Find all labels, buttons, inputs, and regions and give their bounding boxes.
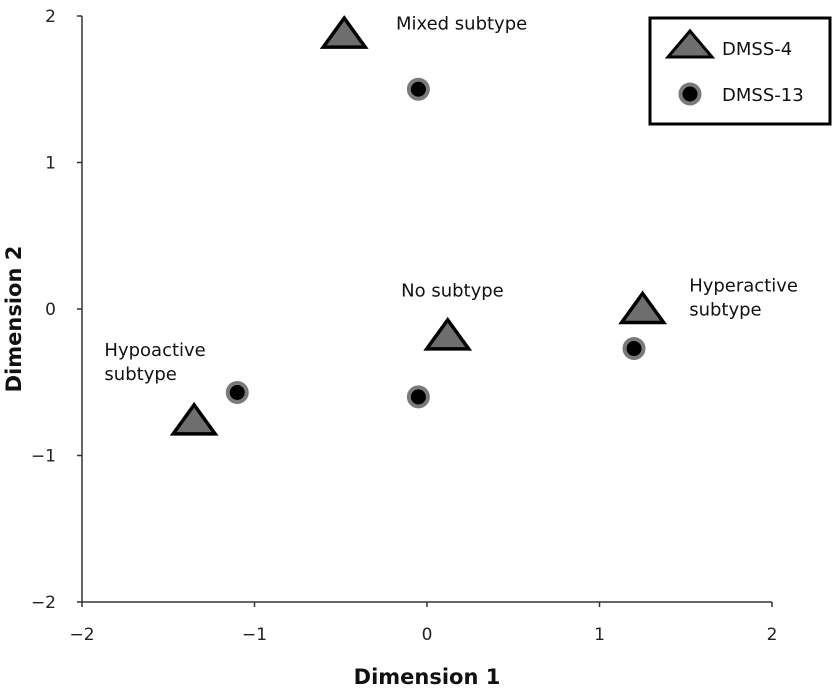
y-tick-label: 1 (45, 154, 56, 174)
legend: DMSS-4 DMSS-13 (648, 16, 832, 126)
data-marks (169, 15, 668, 436)
y-tick-label: −1 (31, 447, 56, 467)
annotation-line: Hyperactive (689, 275, 798, 296)
legend-box (648, 16, 832, 126)
annotation-line: subtype (689, 299, 761, 320)
point-dmss-4 (618, 290, 668, 325)
point-dmss-4 (169, 401, 219, 436)
legend-label-dmss-4: DMSS-4 (722, 39, 792, 60)
annotation-line: Hypoactive (104, 340, 205, 361)
annotation: Hypoactive subtype (104, 340, 205, 385)
annotation-line: No subtype (401, 280, 504, 301)
x-tick-label: 2 (767, 625, 778, 645)
point-dmss-13 (225, 381, 249, 405)
point-dmss-13 (406, 385, 430, 409)
y-tick-label: −2 (31, 593, 56, 613)
annotation: Hyperactive subtype (689, 275, 798, 320)
y-axis-title: Dimension 2 (2, 246, 26, 393)
annotation-line: subtype (104, 364, 176, 385)
x-tick-label: 1 (594, 625, 605, 645)
legend-marker-dmss-13 (678, 82, 702, 106)
x-tick-label: 0 (422, 625, 433, 645)
annotation: No subtype (401, 280, 504, 301)
point-dmss-4 (319, 15, 369, 49)
legend-label-dmss-13: DMSS-13 (722, 85, 804, 106)
point-dmss-13 (622, 337, 646, 361)
point-dmss-4 (423, 316, 473, 351)
y-tick-label: 0 (45, 300, 56, 320)
annotation: Mixed subtype (396, 14, 527, 35)
point-dmss-13 (406, 77, 430, 101)
y-tick-label: 2 (45, 7, 56, 27)
legend-marker-dmss-4 (664, 28, 716, 59)
x-tick-label: −1 (242, 625, 267, 645)
x-axis-title: Dimension 1 (354, 665, 501, 689)
annotations: Mixed subtype No subtype Hyperactive subtyp… (104, 14, 798, 385)
x-tick-label: −2 (69, 625, 94, 645)
axes: 2 1 0 −1 −2 −2 −1 0 1 2 Dimension 1 Dimension 2 (2, 7, 777, 689)
annotation-line: Mixed subtype (396, 14, 527, 35)
